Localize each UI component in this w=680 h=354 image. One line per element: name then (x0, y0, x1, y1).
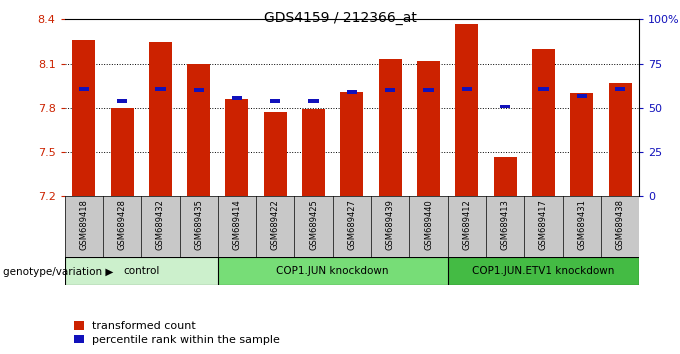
Bar (117, 99, 127, 103)
Text: GSM689428: GSM689428 (118, 199, 126, 250)
Bar (232, 96, 242, 99)
Text: GSM689414: GSM689414 (233, 199, 241, 250)
Bar (149, 42, 172, 196)
Bar (302, 109, 325, 196)
Bar (615, 87, 625, 91)
Bar (385, 88, 395, 92)
Bar (609, 83, 632, 196)
Bar (456, 24, 478, 196)
Text: COP1.JUN knockdown: COP1.JUN knockdown (277, 266, 389, 276)
Text: GSM689427: GSM689427 (347, 199, 356, 250)
Text: control: control (123, 266, 159, 276)
Bar (424, 88, 434, 92)
Text: GSM689425: GSM689425 (309, 199, 318, 250)
Text: GDS4159 / 212366_at: GDS4159 / 212366_at (264, 11, 416, 25)
Text: GSM689418: GSM689418 (80, 199, 88, 250)
Text: GSM689417: GSM689417 (539, 199, 548, 250)
Bar (111, 108, 133, 196)
Bar (494, 157, 517, 196)
Legend: transformed count, percentile rank within the sample: transformed count, percentile rank withi… (73, 321, 280, 345)
Bar (532, 49, 555, 196)
Bar (194, 88, 204, 92)
Text: GSM689413: GSM689413 (500, 199, 509, 250)
Bar (571, 93, 593, 196)
Bar (379, 59, 402, 196)
Text: GSM689435: GSM689435 (194, 199, 203, 250)
Text: COP1.JUN.ETV1 knockdown: COP1.JUN.ETV1 knockdown (472, 266, 615, 276)
Bar (539, 87, 549, 91)
Bar (462, 87, 472, 91)
Text: GSM689431: GSM689431 (577, 199, 586, 250)
Text: GSM689438: GSM689438 (615, 199, 624, 251)
Bar (155, 87, 165, 91)
Bar (577, 94, 587, 98)
Bar (309, 99, 319, 103)
Text: GSM689422: GSM689422 (271, 199, 279, 250)
Text: GSM689439: GSM689439 (386, 199, 394, 250)
Text: GSM689432: GSM689432 (156, 199, 165, 250)
Bar (347, 90, 357, 94)
Text: genotype/variation ▶: genotype/variation ▶ (3, 267, 114, 277)
Bar (72, 40, 95, 196)
Bar (500, 104, 510, 108)
Bar (264, 113, 287, 196)
Bar (226, 99, 248, 196)
Text: GSM689412: GSM689412 (462, 199, 471, 250)
Bar (341, 92, 363, 196)
Bar (417, 61, 440, 196)
Text: GSM689440: GSM689440 (424, 199, 433, 250)
Bar (187, 64, 210, 196)
Bar (270, 99, 280, 103)
Bar (79, 87, 89, 91)
